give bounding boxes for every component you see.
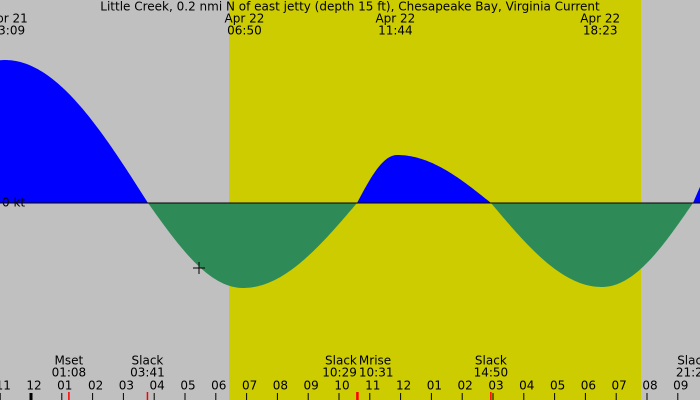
current-curve	[0, 60, 700, 288]
hour-label: 04	[519, 379, 534, 393]
chart-title: Little Creek, 0.2 nmi N of east jetty (d…	[100, 0, 600, 14]
hour-label: 09	[304, 379, 319, 393]
zero-label: 0 kt	[2, 196, 25, 210]
hour-label: 03	[488, 379, 503, 393]
hour-label: 04	[150, 379, 165, 393]
event-name: Slack	[475, 354, 507, 368]
hour-label: 05	[180, 379, 195, 393]
time-label: 23:09	[0, 24, 25, 38]
event-time: 10:29	[322, 366, 357, 380]
event-name: Mrise	[359, 354, 391, 368]
time-label: 11:44	[378, 24, 413, 38]
hour-label: 12	[26, 379, 41, 393]
event-name: Slack	[677, 354, 700, 368]
date-label: Apr 22	[225, 12, 265, 26]
time-label: 18:23	[583, 24, 618, 38]
hour-label: 11	[0, 379, 11, 393]
hour-label: 01	[57, 379, 72, 393]
current-lobe	[693, 186, 700, 203]
hour-label: 06	[211, 379, 226, 393]
event-time: 01:08	[52, 366, 87, 380]
cursor	[193, 262, 205, 274]
hour-label: 12	[396, 379, 411, 393]
hour-label: 03	[119, 379, 134, 393]
hour-label: 10	[334, 379, 349, 393]
hour-label: 08	[642, 379, 657, 393]
date-label: Apr 21	[0, 12, 28, 26]
event-time: 21:24	[676, 366, 700, 380]
time-label: 06:50	[227, 24, 262, 38]
hour-label: 02	[88, 379, 103, 393]
hour-label: 09	[673, 379, 688, 393]
hour-label: 06	[581, 379, 596, 393]
event-name: Slack	[132, 354, 164, 368]
current-lobe	[491, 203, 693, 287]
current-lobe	[0, 60, 148, 203]
hour-label: 02	[458, 379, 473, 393]
hour-label: 05	[550, 379, 565, 393]
hour-label: 11	[365, 379, 380, 393]
event-time: 10:31	[359, 366, 394, 380]
current-lobe	[357, 155, 491, 203]
hour-label: 08	[273, 379, 288, 393]
event-name: Slack	[325, 354, 357, 368]
current-lobe	[148, 203, 357, 288]
date-label: Apr 22	[375, 12, 415, 26]
date-label: Apr 22	[580, 12, 620, 26]
hour-label: 07	[612, 379, 627, 393]
event-name: Mset	[55, 354, 84, 368]
event-time: 14:50	[474, 366, 509, 380]
hour-label: 07	[242, 379, 257, 393]
event-time: 03:41	[130, 366, 165, 380]
hour-label: 01	[427, 379, 442, 393]
